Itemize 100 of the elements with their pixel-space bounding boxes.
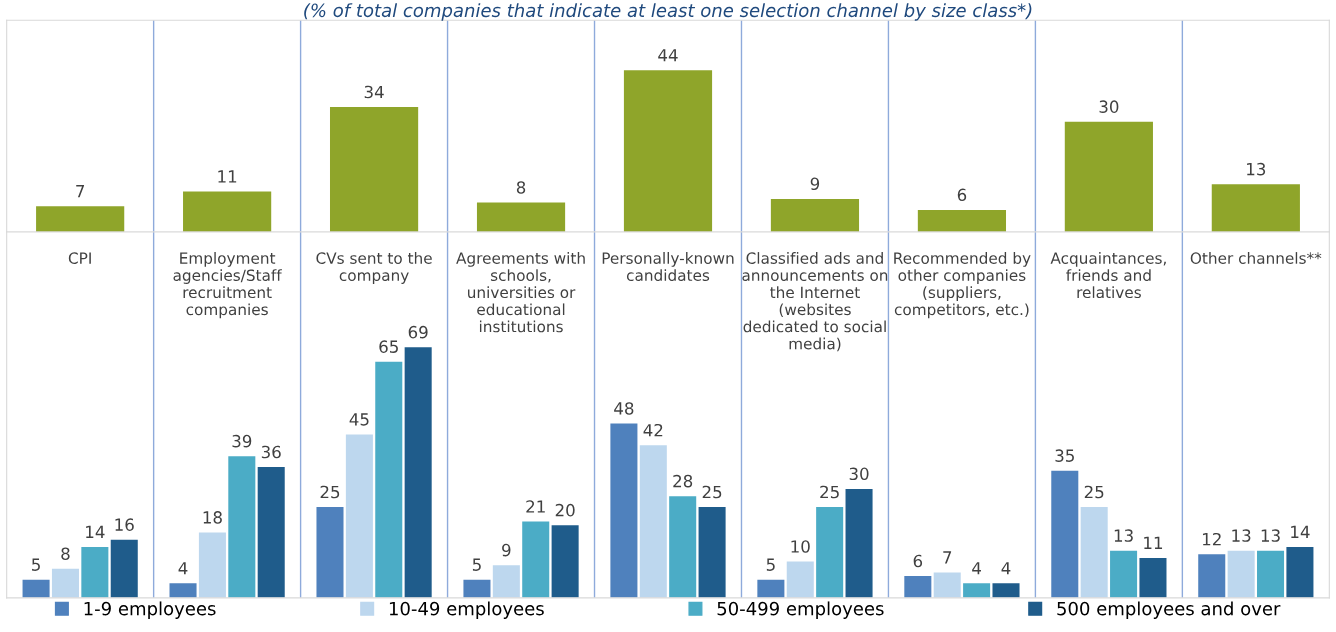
bar [1051,470,1079,598]
bar [845,488,873,598]
bar [198,532,226,598]
data-label: 13 [1247,162,1266,176]
bar [1211,184,1300,232]
data-label: 13 [1114,529,1133,542]
legend-label: 500 employees and over [1057,601,1281,619]
data-label: 25 [820,485,839,499]
data-label: 7 [76,185,85,198]
data-label: 42 [643,423,663,437]
legend-label: 10-49 employees [389,601,544,619]
data-label: 11 [218,170,237,183]
bar [1110,550,1138,598]
x-tick-label: CPI [68,252,91,264]
bar [522,521,550,598]
bar [1139,557,1167,598]
data-label: 13 [1232,529,1251,542]
data-label: 21 [526,500,545,513]
bar [786,561,814,598]
x-tick-label: Acquaintances, friends and relatives [1050,252,1166,299]
bar [183,191,272,232]
bar [110,539,138,598]
data-label: 12 [1202,532,1221,546]
data-label: 65 [379,340,398,353]
data-label: 8 [61,547,70,561]
data-label: 28 [673,474,693,488]
bar [463,579,491,598]
bar [404,347,432,598]
chart-title: (% of total companies that indicate at least one selection channel by size class*) [304,3,1032,21]
data-label: 14 [86,525,105,538]
bar [992,583,1020,598]
bar [698,507,726,598]
data-label: 25 [702,485,722,499]
data-label: 48 [614,402,634,415]
data-label: 44 [658,49,678,62]
x-tick-label: Other channels** [1190,252,1322,264]
x-tick-label: Recommended by other companies (suppliers, competitors, etc.) [894,252,1031,319]
data-label: 20 [555,503,575,517]
bar [757,579,785,598]
bar [963,583,991,598]
legend-label: 1-9 employees [84,601,216,619]
bar [345,434,373,598]
data-label: 35 [1055,449,1074,462]
bar [669,496,697,598]
bar [623,70,713,232]
bar [169,583,197,598]
data-label: 16 [115,518,134,531]
data-label: 10 [791,540,810,553]
bar [1080,507,1108,598]
bar [329,107,419,232]
data-label: 14 [1291,525,1310,538]
data-label: 5 [32,558,40,571]
data-label: 8 [516,181,526,194]
data-label: 45 [349,413,369,426]
bar [1286,547,1314,598]
data-label: 9 [502,543,511,557]
bar [316,507,344,598]
bar [610,423,638,598]
bar [551,525,579,598]
data-label: 6 [913,554,923,568]
bar [36,206,125,232]
bar [933,572,961,598]
data-label: 7 [943,551,952,564]
bar [492,565,520,598]
bar [51,568,79,598]
data-label: 25 [1084,485,1104,499]
x-tick-label: Agreements with schools, universities or educational institutions [456,252,585,333]
x-tick-label: CVs sent to the company [316,252,432,284]
bar [917,209,1007,232]
bar [639,445,667,598]
data-label: 34 [364,85,384,99]
bar [22,579,50,598]
bar [375,361,403,598]
data-label: 6 [957,188,967,202]
bar [816,507,844,598]
x-tick-label: Personally-known candidates [602,252,734,282]
bar [81,547,109,598]
data-label: 5 [766,558,775,571]
legend-label: 50-499 employees [717,601,884,619]
data-label: 30 [1099,100,1119,113]
data-label: 18 [203,511,222,524]
data-label: 11 [1144,536,1163,549]
bar [1064,121,1153,232]
bar [1198,554,1226,598]
bar [770,198,860,232]
data-label: 13 [1261,529,1280,542]
x-tick-label: Classified ads and announcements on the Internet (websites dedicated to social media) [742,252,888,352]
bar [1257,550,1285,598]
data-label: 39 [232,434,252,448]
data-label: 36 [261,445,281,459]
bar [476,202,566,232]
data-label: 9 [810,177,820,191]
data-label: 4 [1001,562,1011,575]
bar [904,576,932,598]
data-label: 5 [472,558,481,571]
data-label: 25 [320,485,340,499]
bar [228,456,256,598]
x-tick-label: Employment agencies/Staff recruitment companies [173,252,282,319]
data-label: 4 [178,562,188,575]
data-label: 30 [849,467,869,481]
